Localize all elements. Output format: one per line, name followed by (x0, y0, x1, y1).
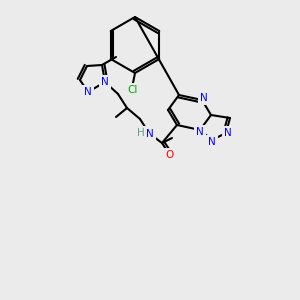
Text: N: N (208, 137, 216, 147)
Text: N: N (146, 129, 154, 139)
Text: N: N (224, 128, 232, 138)
Text: O: O (166, 150, 174, 160)
Text: N: N (101, 77, 109, 87)
Text: N: N (196, 127, 204, 137)
Text: N: N (200, 93, 208, 103)
Text: Cl: Cl (128, 85, 138, 95)
Text: H: H (137, 128, 145, 138)
Text: N: N (84, 87, 92, 97)
